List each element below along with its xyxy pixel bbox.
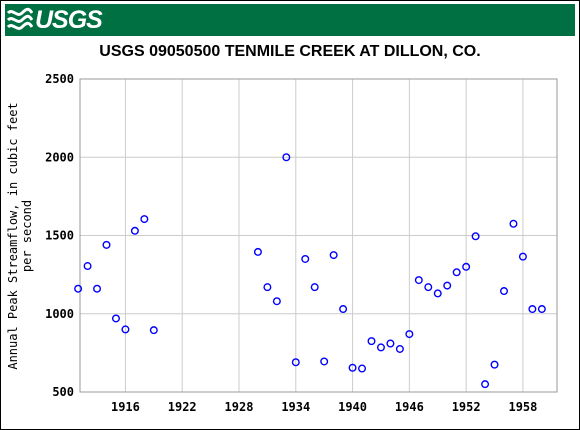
data-point <box>452 268 461 277</box>
data-point <box>329 251 338 260</box>
chart-title: USGS 09050500 TENMILE CREEK AT DILLON, C… <box>99 43 481 60</box>
data-point <box>490 360 499 369</box>
x-axis-ticks: 1916 1922 1928 1934 1940 1946 1952 1958 <box>111 400 537 414</box>
data-point <box>443 281 452 290</box>
data-point <box>367 337 376 346</box>
data-point <box>414 276 423 285</box>
data-point <box>301 254 310 263</box>
x-tick-label: 1922 <box>168 400 197 414</box>
data-point <box>130 226 139 235</box>
data-point <box>140 215 149 224</box>
data-point <box>509 219 518 228</box>
y-axis-ticks: 500 1000 1500 2000 2500 <box>45 72 74 399</box>
x-tick-label: 1958 <box>508 400 537 414</box>
data-point <box>462 262 471 271</box>
data-point <box>376 343 385 352</box>
x-tick-label: 1946 <box>395 400 424 414</box>
data-point <box>528 305 537 314</box>
x-tick-label: 1928 <box>225 400 254 414</box>
x-tick-label: 1916 <box>111 400 140 414</box>
usgs-wave-icon <box>7 7 33 30</box>
data-point <box>433 289 442 298</box>
y-axis-label-line2: per second <box>20 200 34 272</box>
data-point <box>405 330 414 339</box>
y-tick-label: 2500 <box>45 72 74 86</box>
data-point <box>310 283 319 292</box>
data-point <box>500 287 509 296</box>
y-tick-label: 2000 <box>45 150 74 164</box>
data-point <box>518 252 527 261</box>
data-point <box>339 305 348 314</box>
plot-area <box>79 78 558 393</box>
grid-lines <box>80 78 557 393</box>
data-points <box>74 153 546 389</box>
data-point <box>272 297 281 306</box>
data-point <box>282 153 291 162</box>
data-point <box>481 380 490 389</box>
data-point <box>358 364 367 373</box>
data-point <box>424 283 433 292</box>
data-point <box>253 247 262 256</box>
data-point <box>102 240 111 249</box>
y-tick-label: 500 <box>52 385 74 399</box>
data-point <box>471 232 480 241</box>
data-point <box>537 305 546 314</box>
data-point <box>111 314 120 323</box>
y-tick-label: 1000 <box>45 307 74 321</box>
x-tick-label: 1940 <box>338 400 367 414</box>
data-point <box>74 284 83 293</box>
y-tick-label: 1500 <box>45 229 74 243</box>
data-point <box>93 284 102 293</box>
data-point <box>121 325 130 334</box>
usgs-logo: USGS <box>5 4 103 36</box>
data-point <box>263 283 272 292</box>
usgs-logo-text: USGS <box>35 6 103 34</box>
data-point <box>348 363 357 372</box>
y-axis-label-line1: Annual Peak Streamflow, in cubic feet <box>6 102 20 369</box>
data-point <box>386 339 395 348</box>
data-point <box>291 358 300 367</box>
x-tick-label: 1934 <box>281 400 310 414</box>
data-point <box>395 344 404 353</box>
usgs-banner <box>5 4 575 36</box>
data-point <box>83 262 92 271</box>
data-point <box>320 357 329 366</box>
data-point <box>149 326 158 335</box>
x-tick-label: 1952 <box>452 400 481 414</box>
